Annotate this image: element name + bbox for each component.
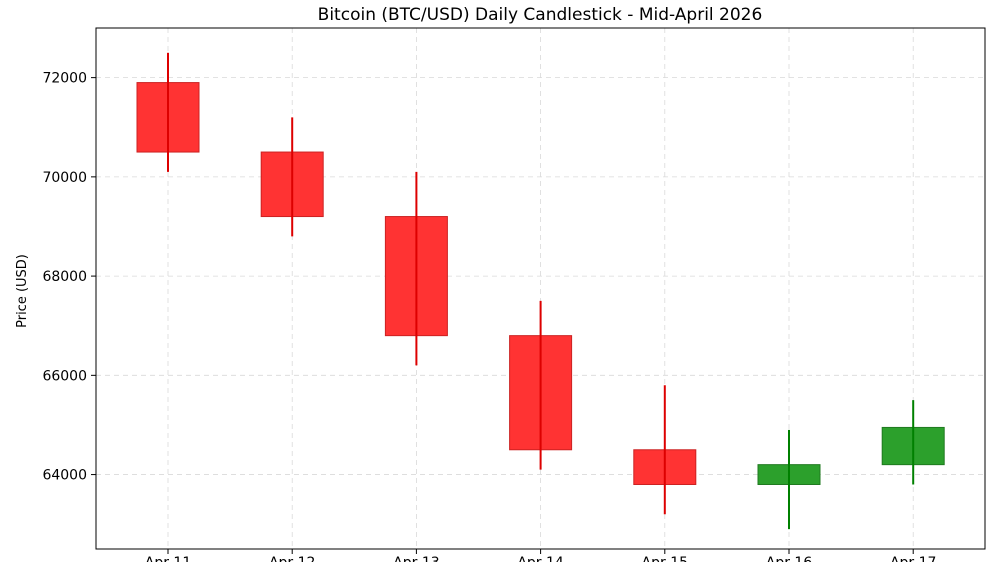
x-tick-label: Apr 13: [393, 555, 439, 562]
plot-frame: [95, 27, 986, 550]
x-tick-label: Apr 14: [517, 555, 564, 562]
chart-title: Bitcoin (BTC/USD) Daily Candlestick - Mi…: [318, 5, 763, 25]
y-tick-label: 66000: [42, 368, 87, 384]
y-tick-label: 72000: [42, 71, 87, 87]
y-tick-label: 68000: [42, 269, 87, 285]
candles: [136, 52, 945, 530]
y-axis-label: Price (USD): [15, 254, 30, 328]
y-tick-label: 70000: [42, 170, 87, 186]
axes: 64000 66000 68000 70000 72000 Apr 11 Apr 12 Apr…: [42, 27, 986, 562]
x-tick-label: Apr 16: [766, 555, 813, 562]
y-tick-label: 64000: [42, 468, 87, 484]
x-tick-label: Apr 12: [269, 555, 315, 562]
x-tick-label: Apr 11: [145, 555, 191, 562]
x-tick-label: Apr 17: [890, 555, 936, 562]
x-tick-label: Apr 15: [642, 555, 688, 562]
grid-lines: [96, 28, 985, 549]
